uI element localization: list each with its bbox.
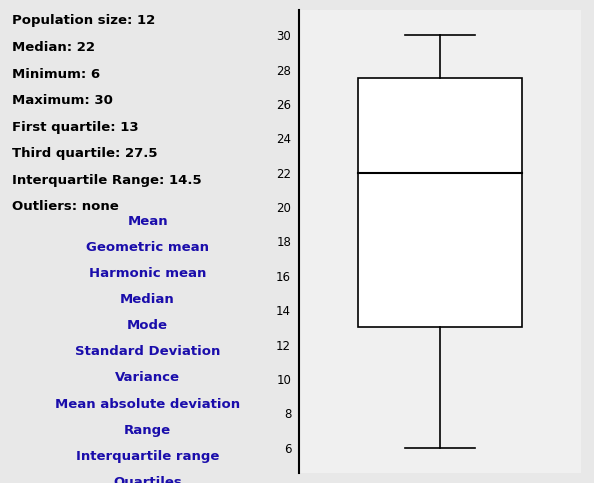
Text: Population size: 12: Population size: 12 [12,14,155,28]
Text: Interquartile Range: 14.5: Interquartile Range: 14.5 [12,174,201,187]
Text: Maximum: 30: Maximum: 30 [12,94,113,107]
Text: Mode: Mode [127,319,168,332]
Text: Third quartile: 27.5: Third quartile: 27.5 [12,147,157,160]
Text: Quartiles: Quartiles [113,476,182,483]
Text: Median: 22: Median: 22 [12,41,95,54]
Text: Outliers: none: Outliers: none [12,200,119,213]
Text: Mean: Mean [127,215,168,228]
Text: Geometric mean: Geometric mean [86,241,209,254]
Text: Harmonic mean: Harmonic mean [89,267,206,280]
Text: Median: Median [120,293,175,306]
Text: Standard Deviation: Standard Deviation [75,345,220,358]
Text: Interquartile range: Interquartile range [76,450,219,463]
Text: Variance: Variance [115,371,180,384]
Text: Mean absolute deviation: Mean absolute deviation [55,398,240,411]
Text: Minimum: 6: Minimum: 6 [12,68,100,81]
Text: Range: Range [124,424,171,437]
Text: First quartile: 13: First quartile: 13 [12,121,138,134]
Bar [358,78,522,327]
